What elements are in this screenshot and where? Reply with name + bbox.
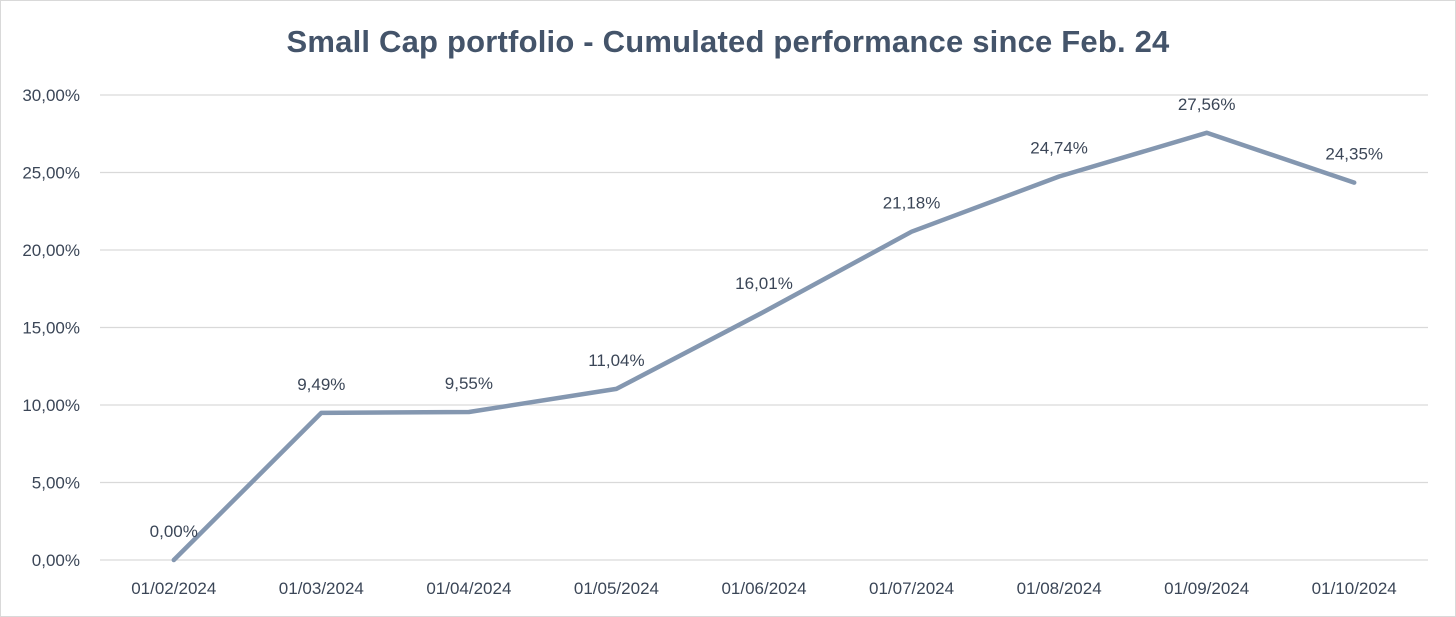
y-tick-label: 15,00% bbox=[22, 319, 80, 338]
x-axis-tick-labels: 01/02/2024 01/03/2024 01/04/2024 01/05/2024… bbox=[131, 579, 1397, 598]
data-label: 9,49% bbox=[297, 375, 345, 394]
data-label: 9,55% bbox=[445, 374, 493, 393]
y-tick-label: 5,00% bbox=[32, 474, 80, 493]
x-tick-label: 01/10/2024 bbox=[1312, 579, 1397, 598]
x-tick-label: 01/09/2024 bbox=[1164, 579, 1249, 598]
data-label: 11,04% bbox=[588, 351, 644, 370]
data-label: 21,18% bbox=[883, 194, 941, 213]
x-tick-label: 01/08/2024 bbox=[1017, 579, 1102, 598]
series-layer bbox=[171, 130, 1357, 563]
chart-title: Small Cap portfolio - Cumulated performa… bbox=[286, 24, 1170, 59]
y-tick-label: 30,00% bbox=[22, 86, 80, 105]
data-label: 24,74% bbox=[1030, 139, 1088, 158]
x-tick-label: 01/07/2024 bbox=[869, 579, 954, 598]
gridlines bbox=[100, 94, 1428, 561]
x-tick-label: 01/06/2024 bbox=[721, 579, 806, 598]
data-labels: 0,00% 9,49% 9,55% 11,04% 16,01% 21,18% 24,74% 2… bbox=[150, 95, 1383, 541]
y-tick-label: 25,00% bbox=[22, 164, 80, 183]
data-label: 24,35% bbox=[1325, 145, 1383, 164]
data-label: 0,00% bbox=[150, 522, 198, 541]
y-tick-label: 0,00% bbox=[32, 551, 80, 570]
x-tick-label: 01/05/2024 bbox=[574, 579, 659, 598]
x-tick-label: 01/04/2024 bbox=[426, 579, 511, 598]
series-line bbox=[171, 130, 1357, 563]
data-label: 27,56% bbox=[1178, 95, 1236, 114]
x-tick-label: 01/03/2024 bbox=[279, 579, 364, 598]
y-tick-label: 20,00% bbox=[22, 241, 80, 260]
y-tick-label: 10,00% bbox=[22, 396, 80, 415]
y-axis-tick-labels: 0,00% 5,00% 10,00% 15,00% 20,00% 25,00% 30,00% bbox=[22, 86, 80, 570]
x-tick-label: 01/02/2024 bbox=[131, 579, 216, 598]
data-label: 16,01% bbox=[735, 274, 793, 293]
